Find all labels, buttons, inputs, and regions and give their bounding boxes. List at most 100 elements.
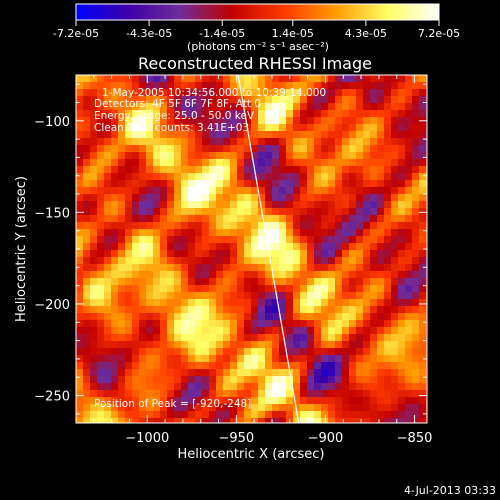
heatmap-cell xyxy=(244,404,252,412)
heatmap-cell xyxy=(342,138,350,146)
heatmap-cell xyxy=(342,299,350,307)
heatmap-cell xyxy=(328,236,336,244)
heatmap-cell xyxy=(139,124,147,132)
heatmap-cell xyxy=(349,404,357,412)
heatmap-cell xyxy=(384,327,392,335)
heatmap-cell xyxy=(118,369,126,377)
heatmap-cell xyxy=(125,348,133,356)
heatmap-cell xyxy=(307,411,315,419)
heatmap-cell xyxy=(83,89,91,97)
heatmap-cell xyxy=(251,257,259,265)
heatmap-cell xyxy=(244,82,252,90)
heatmap-cell xyxy=(412,404,420,412)
heatmap-cell xyxy=(97,313,105,321)
heatmap-cell xyxy=(272,355,280,363)
heatmap-cell xyxy=(97,96,105,104)
heatmap-cell xyxy=(391,397,399,405)
heatmap-cell xyxy=(279,145,287,153)
heatmap-cell xyxy=(405,362,413,370)
heatmap-cell xyxy=(293,292,301,300)
heatmap-cell xyxy=(265,355,273,363)
heatmap-cell xyxy=(90,236,98,244)
heatmap-cell xyxy=(118,411,126,419)
heatmap-cell xyxy=(118,383,126,391)
heatmap-cell xyxy=(314,348,322,356)
heatmap-cell xyxy=(76,306,84,314)
heatmap-cell xyxy=(223,208,231,216)
heatmap-cell xyxy=(405,320,413,328)
heatmap-cell xyxy=(195,131,203,139)
heatmap-cell xyxy=(209,180,217,188)
heatmap-cell xyxy=(363,103,371,111)
heatmap-cell xyxy=(363,355,371,363)
heatmap-cell xyxy=(125,159,133,167)
heatmap-cell xyxy=(132,180,140,188)
heatmap-cell xyxy=(146,348,154,356)
heatmap-cell xyxy=(202,334,210,342)
heatmap-cell xyxy=(307,264,315,272)
heatmap-cell xyxy=(405,306,413,314)
heatmap-cell xyxy=(202,173,210,181)
heatmap-cell xyxy=(251,187,259,195)
heatmap-cell xyxy=(419,299,427,307)
heatmap-cell xyxy=(111,320,119,328)
heatmap-cell xyxy=(307,201,315,209)
heatmap-cell xyxy=(181,110,189,118)
heatmap-cell xyxy=(419,152,427,160)
heatmap-cell xyxy=(174,208,182,216)
heatmap-cell xyxy=(132,236,140,244)
heatmap-cell xyxy=(146,285,154,293)
heatmap-cell xyxy=(293,215,301,223)
heatmap-cell xyxy=(202,271,210,279)
heatmap-cell xyxy=(125,180,133,188)
heatmap-cell xyxy=(230,418,238,423)
heatmap-cell xyxy=(83,131,91,139)
heatmap-cell xyxy=(104,285,112,293)
heatmap-cell xyxy=(265,187,273,195)
heatmap-cell xyxy=(97,362,105,370)
heatmap-cell xyxy=(104,313,112,321)
heatmap-cell xyxy=(223,222,231,230)
heatmap-cell xyxy=(419,250,427,258)
heatmap-cell xyxy=(167,82,175,90)
heatmap-cell xyxy=(104,306,112,314)
heatmap-cell xyxy=(223,292,231,300)
heatmap-cell xyxy=(111,194,119,202)
heatmap-cell xyxy=(209,355,217,363)
heatmap-cell xyxy=(328,173,336,181)
heatmap-cell xyxy=(181,89,189,97)
heatmap-cell xyxy=(104,334,112,342)
heatmap-cell xyxy=(209,320,217,328)
heatmap-cell xyxy=(146,166,154,174)
heatmap-cell xyxy=(377,250,385,258)
heatmap-cell xyxy=(384,166,392,174)
heatmap-cell xyxy=(76,383,84,391)
heatmap-cell xyxy=(258,264,266,272)
heatmap-cell xyxy=(97,215,105,223)
heatmap-cell xyxy=(237,271,245,279)
heatmap-cell xyxy=(104,292,112,300)
colorbar-tick-label: -1.4e-05 xyxy=(199,27,245,40)
heatmap-cell xyxy=(272,404,280,412)
heatmap-cell xyxy=(174,96,182,104)
heatmap-cell xyxy=(83,180,91,188)
heatmap-cell xyxy=(76,215,84,223)
heatmap-cell xyxy=(293,299,301,307)
heatmap-cell xyxy=(153,159,161,167)
heatmap-cell xyxy=(223,103,231,111)
heatmap-cell xyxy=(356,82,364,90)
heatmap-cell xyxy=(356,348,364,356)
heatmap-cell xyxy=(167,334,175,342)
heatmap-cell xyxy=(223,257,231,265)
heatmap-cell xyxy=(307,390,315,398)
heatmap-cell xyxy=(111,313,119,321)
heatmap-cell xyxy=(230,292,238,300)
heatmap-cell xyxy=(209,390,217,398)
heatmap-cell xyxy=(202,299,210,307)
heatmap-cell xyxy=(118,264,126,272)
heatmap-cell xyxy=(223,152,231,160)
heatmap-cell xyxy=(174,89,182,97)
heatmap-cell xyxy=(118,327,126,335)
heatmap-cell xyxy=(83,278,91,286)
heatmap-cell xyxy=(328,306,336,314)
